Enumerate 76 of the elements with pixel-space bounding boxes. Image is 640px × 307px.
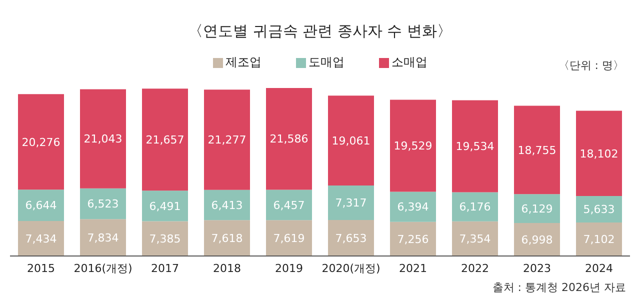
data-label: 6,523 (87, 198, 119, 211)
data-label: 21,586 (270, 132, 308, 146)
data-label: 6,457 (273, 198, 305, 212)
legend-label: 소매업 (390, 54, 428, 71)
bar (452, 221, 498, 256)
x-tick-label: 2020(개정) (322, 262, 380, 275)
bar (18, 190, 64, 221)
data-label: 19,061 (332, 134, 370, 148)
x-tick-label: 2018 (213, 262, 241, 275)
bar (80, 219, 126, 256)
bar (514, 194, 560, 224)
data-label: 5,633 (583, 203, 615, 216)
bar (390, 100, 436, 192)
x-tick-label: 2021 (399, 262, 427, 275)
bar (80, 89, 126, 188)
bar (576, 222, 622, 256)
x-tick-label: 2023 (523, 262, 551, 275)
bar (266, 190, 312, 220)
bar (328, 220, 374, 256)
bar (80, 188, 126, 220)
bar (452, 192, 498, 222)
bar (328, 96, 374, 186)
data-label: 7,834 (87, 231, 119, 244)
bar (390, 192, 436, 222)
data-label: 7,354 (459, 232, 491, 246)
bar (18, 220, 64, 256)
data-label: 21,657 (146, 134, 184, 147)
source-note: 출처 : 통계청 2026년 자료 (492, 280, 626, 295)
bar (390, 222, 436, 256)
bar (452, 100, 498, 192)
data-label: 7,619 (273, 232, 305, 245)
data-label: 6,998 (521, 233, 553, 246)
data-label: 20,276 (22, 136, 60, 149)
data-label: 7,317 (335, 196, 367, 210)
data-label: 6,394 (397, 200, 429, 214)
x-tick-label: 2024 (585, 262, 613, 275)
bar (142, 88, 188, 191)
bar (142, 190, 188, 222)
data-label: 7,385 (149, 232, 181, 246)
data-label: 6,176 (459, 200, 491, 214)
text: 〈단위 : 명〉 (558, 58, 624, 73)
bar (204, 90, 250, 190)
bar (18, 94, 64, 190)
legend-label: 도매업 (308, 54, 344, 71)
bar (514, 106, 560, 194)
legend-label: 제조업 (224, 54, 262, 71)
data-label: 6,129 (521, 202, 553, 216)
data-label: 6,413 (211, 198, 243, 212)
bar (576, 110, 622, 196)
bar (514, 223, 560, 256)
bar (266, 220, 312, 256)
bar (204, 190, 250, 220)
data-label: 7,653 (335, 232, 367, 245)
data-label: 18,102 (580, 147, 618, 160)
x-tick-label: 2022 (461, 262, 489, 275)
data-label: 7,434 (25, 232, 57, 246)
data-label: 21,043 (84, 132, 122, 146)
bar (328, 185, 374, 220)
data-label: 19,529 (394, 140, 432, 153)
bar (576, 196, 622, 223)
data-label: 7,102 (583, 233, 615, 246)
bar (142, 221, 188, 256)
bar (204, 220, 250, 256)
x-tick-label: 2016(개정) (74, 262, 132, 275)
x-tick-label: 2015 (27, 262, 55, 275)
data-label: 21,277 (208, 134, 246, 147)
data-label: 6,491 (149, 200, 181, 213)
data-label: 6,644 (25, 199, 57, 212)
data-label: 19,534 (456, 140, 494, 154)
data-label: 7,618 (211, 232, 243, 245)
x-tick-label: 2019 (275, 262, 303, 275)
bar (266, 88, 312, 190)
x-tick-label: 2017 (151, 262, 179, 275)
data-label: 18,755 (518, 144, 556, 157)
data-label: 7,256 (397, 232, 429, 246)
chart-title: 〈연도별 귀금속 관련 종사자 수 변화〉 (187, 22, 453, 41)
